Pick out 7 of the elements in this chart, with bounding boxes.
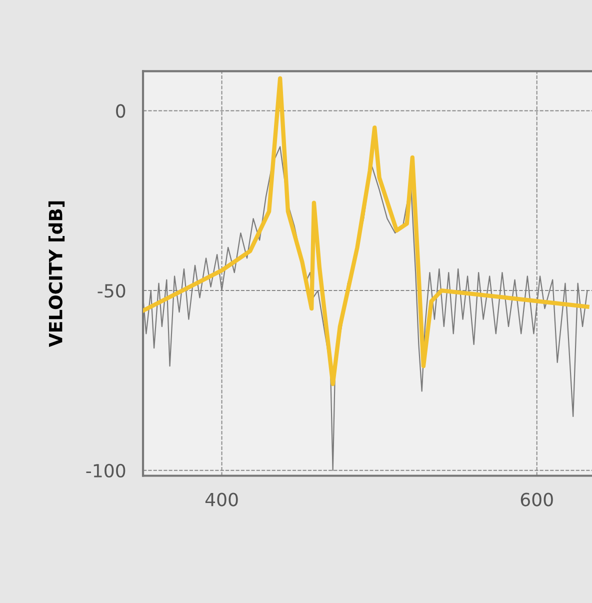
y-tick-label: -50: [98, 284, 126, 298]
x-tick-label: 400: [205, 492, 238, 506]
line-series: [143, 76, 590, 386]
y-tick-label: -100: [86, 464, 126, 478]
x-tick-label: 600: [520, 492, 553, 506]
y-tick-label: 0: [116, 104, 126, 118]
y-axis-title: VELOCITY [dB]: [48, 201, 65, 348]
